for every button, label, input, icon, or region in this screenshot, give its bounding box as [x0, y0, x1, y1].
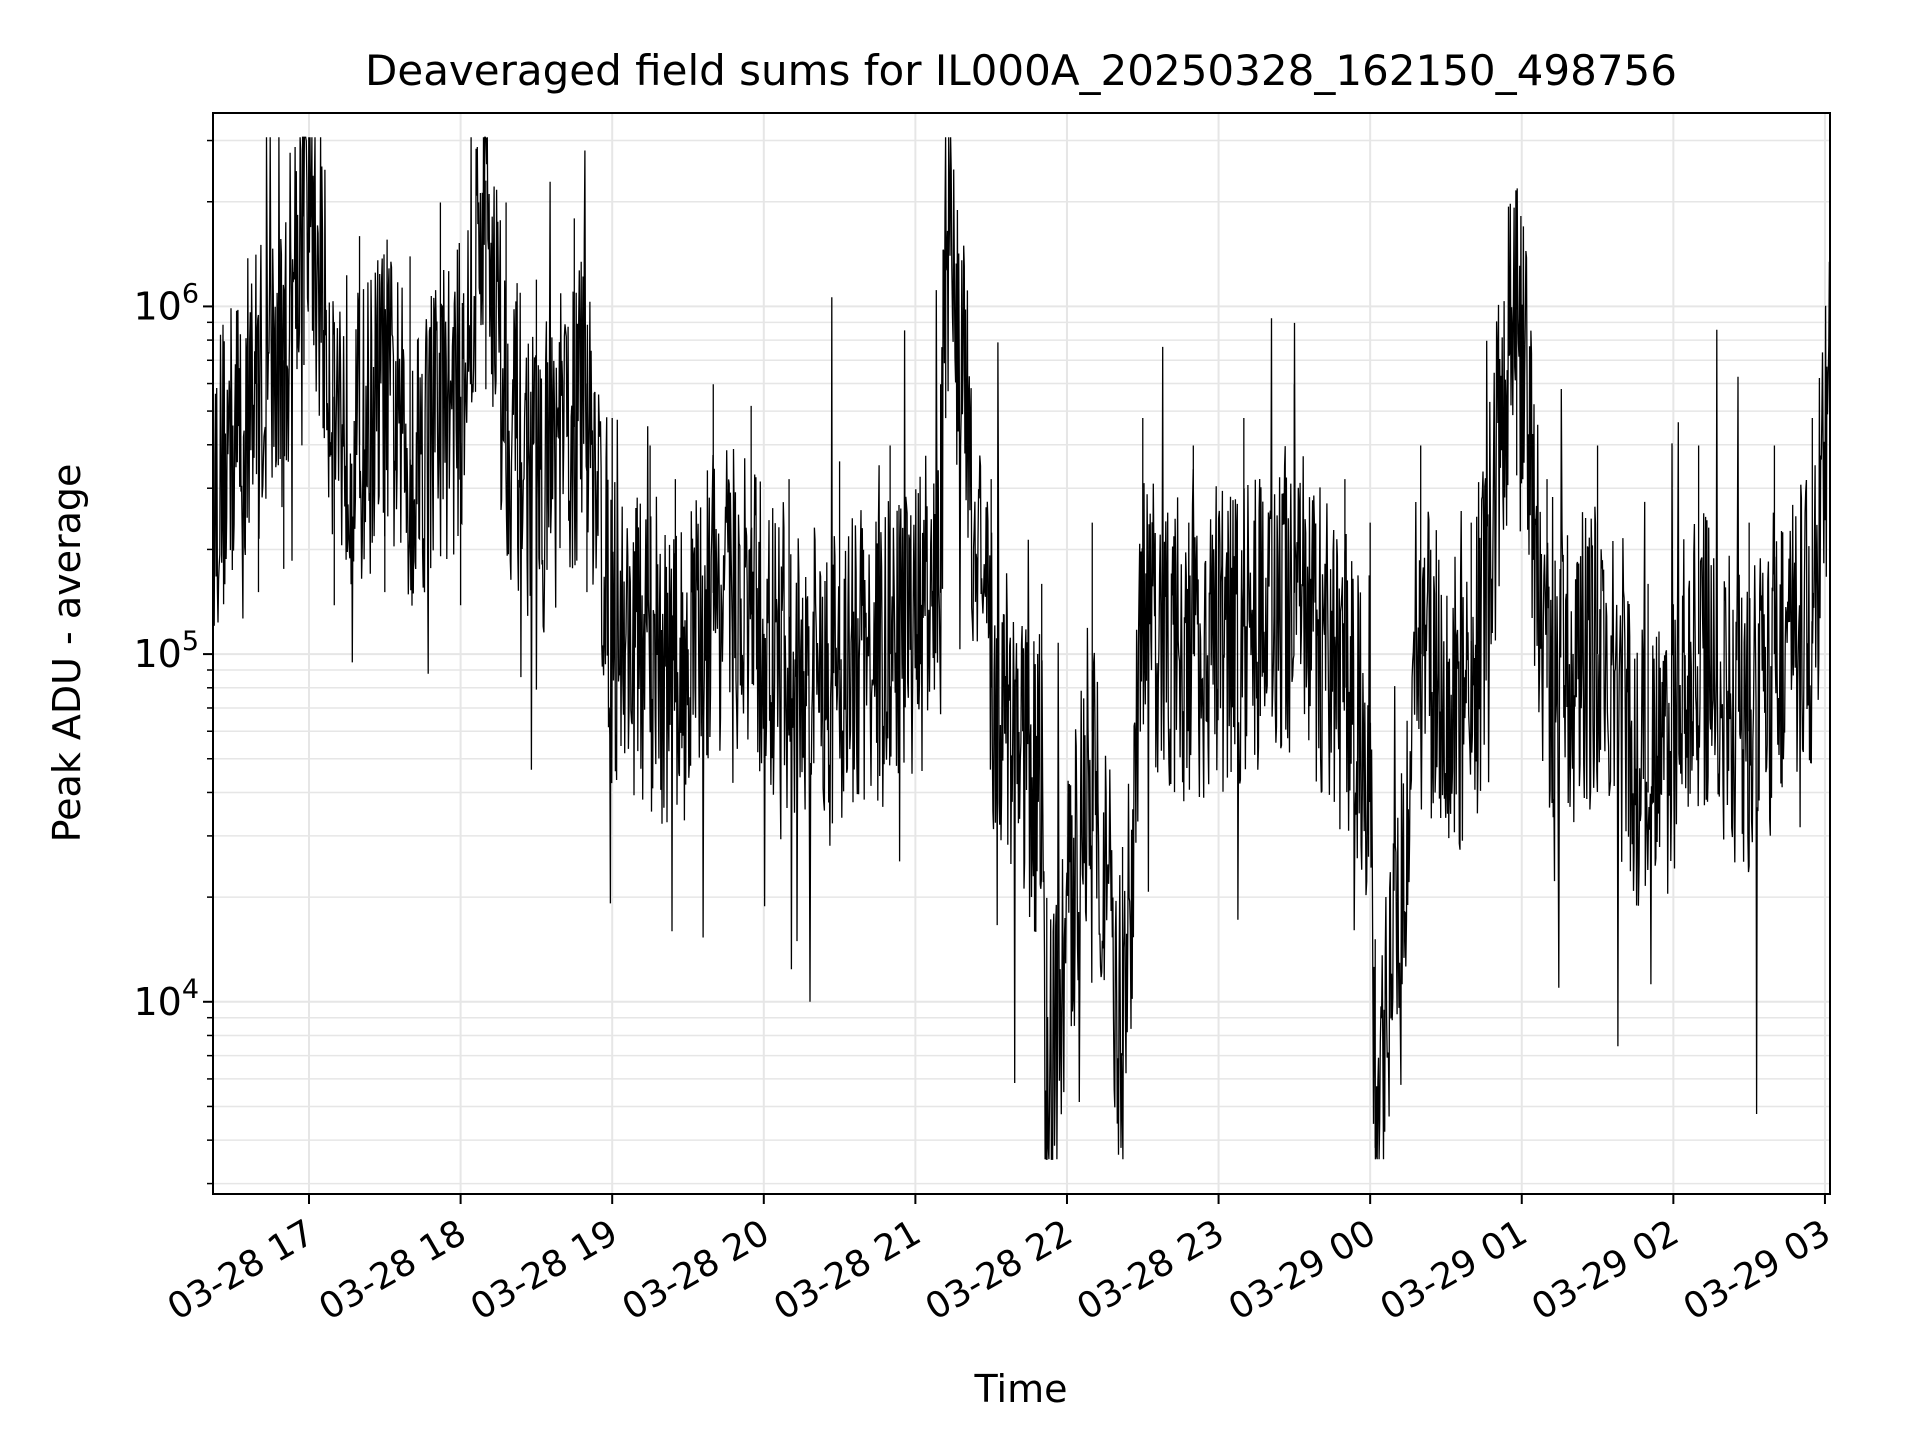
y-tick-label: 105 — [133, 626, 199, 676]
y-tick-label: 106 — [133, 278, 199, 328]
series-line-group — [213, 136, 1830, 1160]
y-tick-label: 104 — [133, 974, 199, 1024]
grid — [213, 113, 1830, 1194]
chart-title: Deaveraged field sums for IL000A_2025032… — [365, 46, 1677, 95]
y-axis-label: Peak ADU - average — [45, 464, 89, 843]
x-axis-label: Time — [974, 1367, 1068, 1411]
series-line — [213, 136, 1830, 1160]
